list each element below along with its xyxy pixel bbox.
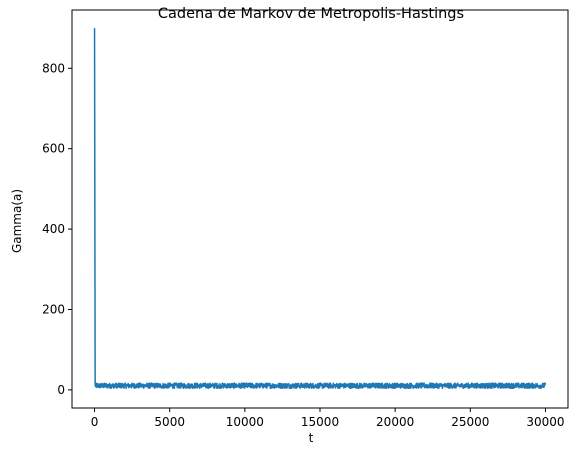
x-tick-label: 25000: [451, 415, 489, 429]
y-tick-label: 400: [42, 222, 65, 236]
plot-area: [93, 28, 547, 390]
x-axis-label: t: [309, 431, 314, 445]
x-tick-label: 20000: [376, 415, 414, 429]
x-tick-label: 10000: [226, 415, 264, 429]
x-tick-label: 30000: [526, 415, 564, 429]
x-tick-label: 15000: [301, 415, 339, 429]
y-axis-label: Gamma(a): [10, 189, 24, 253]
y-tick-label: 0: [57, 383, 65, 397]
y-tick-label: 600: [42, 142, 65, 156]
x-tick-label: 5000: [154, 415, 185, 429]
x-axis: 0 5000 10000 15000 20000 25000 30000: [91, 408, 565, 429]
y-tick-label: 800: [42, 61, 65, 75]
x-tick-label: 0: [91, 415, 99, 429]
series-line: [93, 28, 547, 390]
axes-frame: [71, 9, 569, 409]
y-tick-label: 200: [42, 303, 65, 317]
y-axis: 0 200 400 600 800: [42, 61, 72, 397]
chart-title: Cadena de Markov de Metropolis-Hastings: [158, 6, 464, 22]
